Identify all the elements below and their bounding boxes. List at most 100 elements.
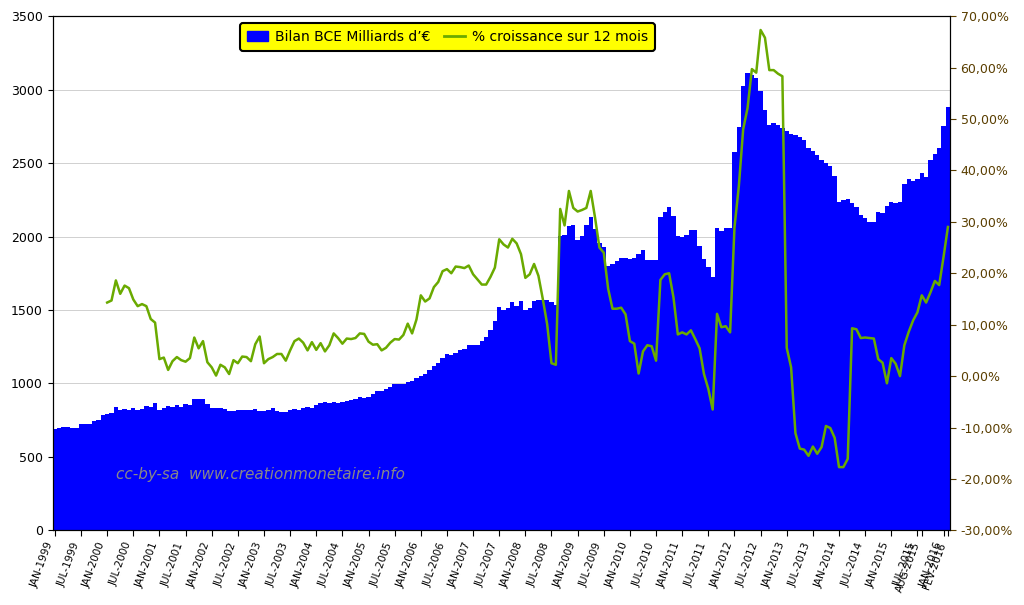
Bar [266, 410, 270, 531]
Bar [162, 408, 166, 531]
Bar [771, 123, 776, 531]
Bar [135, 410, 140, 531]
Bar [645, 260, 649, 531]
Bar [502, 310, 506, 531]
Bar [837, 202, 841, 531]
Bar [274, 411, 280, 531]
Bar [929, 160, 933, 531]
Bar [562, 235, 566, 531]
Bar [606, 266, 610, 531]
Bar [410, 381, 415, 531]
Bar [375, 391, 380, 531]
Bar [444, 354, 450, 531]
Bar [732, 152, 736, 531]
Bar [440, 358, 444, 531]
Bar [205, 404, 210, 531]
Bar [245, 410, 249, 531]
Bar [697, 246, 701, 531]
Bar [833, 176, 837, 531]
Bar [406, 382, 410, 531]
Bar [70, 428, 75, 531]
Bar [144, 406, 148, 531]
Bar [819, 160, 823, 531]
Bar [270, 408, 274, 531]
Bar [693, 230, 697, 531]
Bar [937, 148, 941, 531]
Bar [593, 229, 597, 531]
Bar [571, 225, 575, 531]
Bar [114, 407, 118, 531]
Bar [88, 424, 92, 531]
Bar [620, 258, 624, 531]
Bar [667, 207, 672, 531]
Bar [66, 427, 70, 531]
Bar [788, 134, 794, 531]
Bar [823, 163, 828, 531]
Bar [885, 206, 889, 531]
Bar [123, 410, 127, 531]
Bar [719, 231, 724, 531]
Bar [179, 407, 183, 531]
Bar [911, 181, 915, 531]
Bar [701, 259, 707, 531]
Bar [488, 330, 493, 531]
Bar [780, 128, 784, 531]
Bar [284, 412, 288, 531]
Bar [881, 213, 885, 531]
Bar [497, 307, 502, 531]
Bar [566, 226, 571, 531]
Bar [432, 367, 436, 531]
Bar [401, 384, 406, 531]
Bar [658, 217, 663, 531]
Bar [131, 408, 135, 531]
Bar [183, 405, 187, 531]
Bar [575, 240, 580, 531]
Bar [584, 226, 589, 531]
Bar [614, 261, 620, 531]
Bar [554, 305, 558, 531]
Bar [153, 403, 158, 531]
Bar [541, 300, 545, 531]
Bar [637, 254, 641, 531]
Bar [537, 300, 541, 531]
Bar [349, 401, 353, 531]
Bar [158, 410, 162, 531]
Bar [754, 78, 759, 531]
Bar [811, 151, 815, 531]
Bar [946, 107, 950, 531]
Bar [711, 276, 715, 531]
Bar [707, 267, 711, 531]
Bar [327, 404, 332, 531]
Bar [846, 199, 850, 531]
Bar [323, 402, 327, 531]
Bar [436, 362, 440, 531]
Bar [357, 397, 362, 531]
Bar [57, 428, 61, 531]
Bar [423, 374, 427, 531]
Bar [933, 154, 937, 531]
Bar [802, 140, 806, 531]
Legend: Bilan BCE Milliards d’€, % croissance sur 12 mois: Bilan BCE Milliards d’€, % croissance su… [241, 23, 655, 51]
Bar [353, 399, 357, 531]
Bar [894, 203, 898, 531]
Bar [877, 212, 881, 531]
Bar [309, 408, 314, 531]
Bar [871, 222, 877, 531]
Bar [649, 260, 654, 531]
Bar [898, 201, 902, 531]
Bar [763, 110, 767, 531]
Bar [863, 218, 867, 531]
Bar [798, 137, 802, 531]
Bar [314, 405, 318, 531]
Bar [841, 200, 846, 531]
Bar [906, 179, 911, 531]
Bar [100, 415, 105, 531]
Bar [415, 378, 419, 531]
Bar [545, 301, 549, 531]
Bar [654, 260, 658, 531]
Bar [750, 76, 754, 531]
Bar [427, 370, 432, 531]
Bar [736, 127, 741, 531]
Bar [493, 321, 497, 531]
Bar [419, 376, 423, 531]
